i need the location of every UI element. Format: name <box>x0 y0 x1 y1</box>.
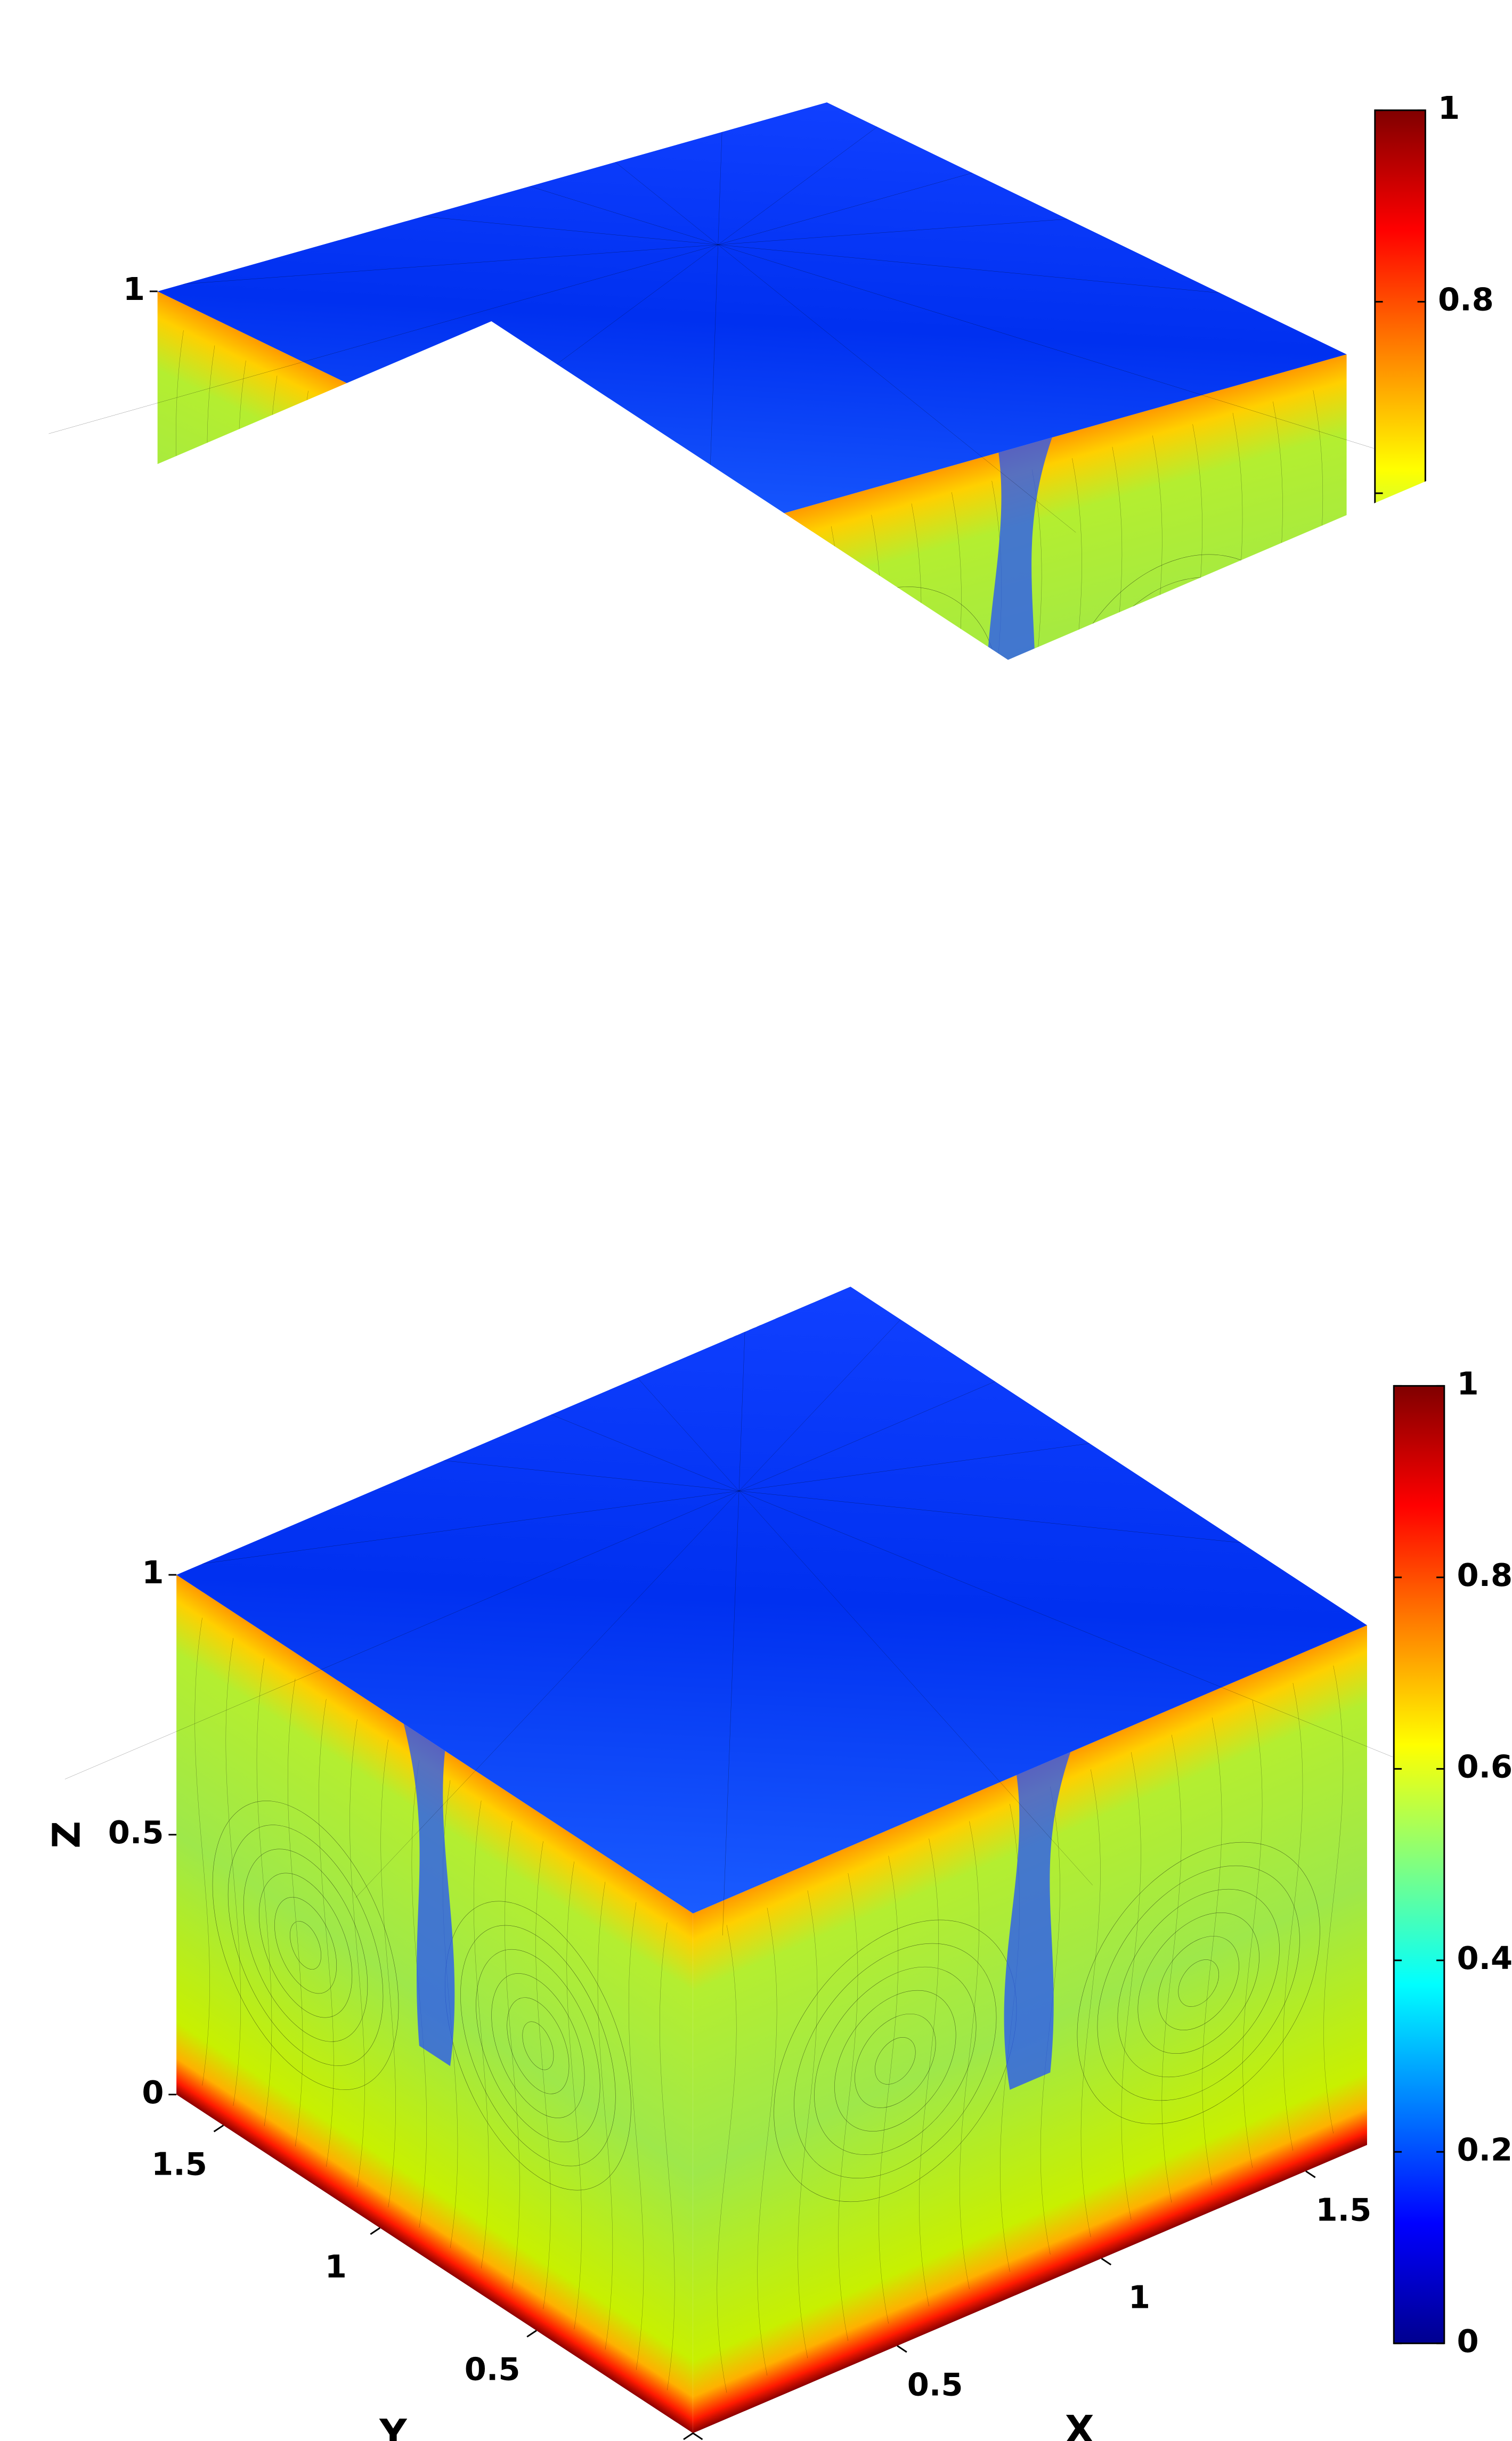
streamline <box>718 202 1374 490</box>
streamline <box>259 1849 352 2041</box>
streamline <box>290 1914 321 1978</box>
streamline <box>274 1881 336 2009</box>
streamline <box>1162 1731 1182 2207</box>
streamline <box>48 245 718 434</box>
streamline <box>569 245 1225 532</box>
streamline <box>875 2030 915 2091</box>
streamline <box>567 1857 582 2334</box>
streamline <box>1121 1748 1141 2224</box>
streamline <box>492 1950 585 2142</box>
y-tick-label: 0.5 <box>465 2351 521 2388</box>
colorbar <box>1393 1385 1445 2345</box>
x-axis-label: X <box>1065 2407 1094 2441</box>
streamline <box>919 1834 939 2310</box>
streamline <box>629 1897 644 2374</box>
streamline <box>834 1970 956 2152</box>
y-axis-label: Y <box>379 2411 408 2441</box>
streamline <box>507 1982 569 2110</box>
streamline <box>350 1714 365 2192</box>
streamline <box>798 1886 818 2363</box>
streamline <box>1138 1892 1259 2074</box>
streamline <box>1243 1696 1263 2173</box>
x-tick <box>692 2432 703 2440</box>
cold-plume <box>403 1723 455 2066</box>
y-tick <box>526 2330 537 2338</box>
streamline <box>523 2014 554 2078</box>
x-tick-label: 1.5 <box>1316 2191 1372 2228</box>
left-face <box>176 1575 693 2433</box>
streamline <box>381 1735 396 2212</box>
streamline <box>505 1816 519 2293</box>
streamline <box>536 1836 551 2314</box>
streamline <box>794 1908 997 2213</box>
streamline <box>460 1886 615 2206</box>
streamline <box>1283 1679 1303 2155</box>
colorbar-tick-label: 0.4 <box>1457 1940 1512 1976</box>
streamline <box>228 1785 383 2105</box>
streamline <box>1098 1831 1300 2136</box>
streamline <box>1077 1800 1320 2166</box>
right-face <box>693 1625 1367 2433</box>
streamline <box>65 1491 739 1779</box>
x-tick <box>1101 2258 1112 2266</box>
streamline <box>226 1633 241 2111</box>
streamline <box>739 1427 1393 1821</box>
streamline <box>879 1852 898 2328</box>
x-tick-label: 0.5 <box>907 2366 963 2403</box>
streamline <box>1202 1713 1222 2190</box>
colorbar-tick-label: 0.6 <box>1457 1748 1512 1785</box>
streamline <box>838 1869 858 2345</box>
streamline <box>758 1903 777 2380</box>
streamline <box>476 1918 600 2174</box>
streamline <box>1118 1861 1280 2105</box>
colorbar-tick-label: 0 <box>1457 2323 1478 2359</box>
colorbar-tick-label: 0.8 <box>1457 1557 1512 1593</box>
streamline <box>288 1674 303 2151</box>
streamline <box>132 1491 963 1898</box>
y-tick-label: 1.5 <box>151 2145 207 2182</box>
z-tick-label: 1 <box>123 271 145 307</box>
colorbar-tick-label: 1 <box>1438 89 1460 126</box>
y-tick <box>683 2432 694 2440</box>
colorbar-tick-label: 0.2 <box>1457 2131 1512 2168</box>
streamline <box>474 1796 489 2273</box>
streamline <box>855 2000 936 2122</box>
streamline <box>257 1654 272 2131</box>
x-tick <box>897 2345 907 2353</box>
z-axis-label: Z <box>45 1821 89 1848</box>
top-face-fill <box>176 1287 1367 1914</box>
streamline <box>319 1491 1143 1935</box>
streamline <box>319 1694 334 2171</box>
streamline <box>195 1613 210 2090</box>
colorbar-tick-label: 0.8 <box>1438 281 1494 318</box>
streamline <box>1158 1922 1239 2044</box>
x-tick-label: 1 <box>1128 2279 1150 2315</box>
y-tick-label: 1 <box>325 2248 347 2285</box>
y-tick <box>213 2125 224 2133</box>
streamline <box>1178 1952 1219 2013</box>
panel: (b) t₀+500.5100.511.500.511.5YXZ00.20.40… <box>0 321 1512 2441</box>
z-tick-label: 0 <box>142 2074 164 2111</box>
streamline <box>960 1817 979 2293</box>
streamline <box>598 1877 613 2354</box>
streamline <box>589 1491 1243 1885</box>
top-face-clip <box>0 321 1512 1864</box>
streamline <box>243 1817 368 2073</box>
streamline <box>814 1939 976 2183</box>
z-tick-label: 1 <box>142 1554 164 1591</box>
y-tick <box>370 2227 380 2235</box>
streamline <box>660 1918 674 2395</box>
z-tick-label: 0.5 <box>108 1814 164 1851</box>
colorbar-tick-label: 1 <box>1457 1365 1478 1402</box>
streamline <box>213 1753 399 2137</box>
cold-plume <box>1004 1752 1071 2090</box>
streamline <box>717 1921 737 2397</box>
x-tick <box>1305 2170 1316 2178</box>
streamline <box>1323 1662 1343 2138</box>
streamline <box>1081 1765 1101 2241</box>
